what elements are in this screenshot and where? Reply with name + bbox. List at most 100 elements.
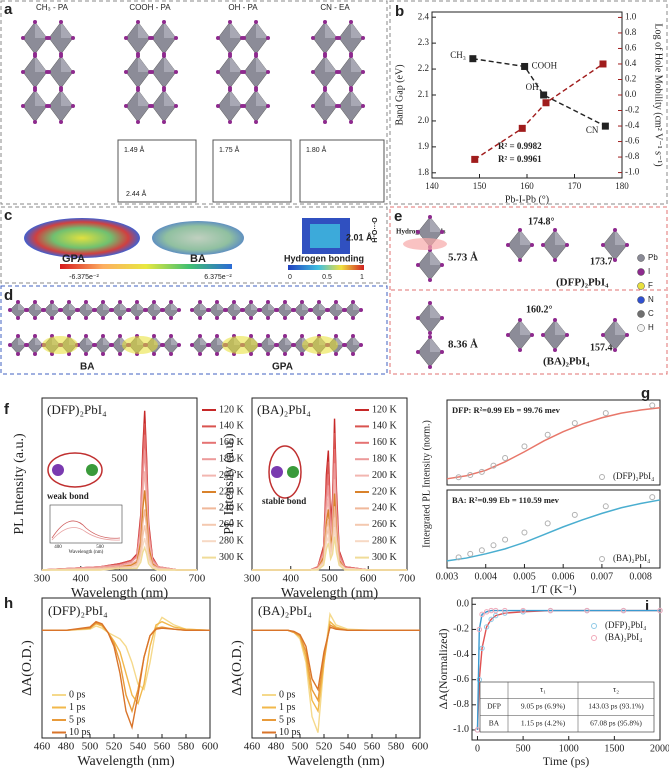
- octahedron-face: [325, 22, 337, 38]
- x-tick-label: 0.003: [436, 571, 459, 582]
- distance-label: 1.80 Å: [306, 145, 327, 154]
- x-tick-label: 0: [475, 743, 480, 754]
- y-tick-label: 0.0: [457, 599, 470, 610]
- iodine-atom: [215, 352, 219, 356]
- octahedron-face: [230, 90, 242, 106]
- point-label: CN: [586, 125, 599, 135]
- hb-map: [310, 224, 340, 248]
- iodine-atom: [601, 333, 605, 337]
- x-tick-label: 500: [292, 741, 309, 753]
- data-point: [467, 471, 474, 478]
- x-tick-label: 0.006: [552, 571, 575, 582]
- data-point: [521, 443, 528, 450]
- iodine-atom: [215, 316, 219, 320]
- iodine-atom: [266, 104, 270, 108]
- iodine-atom: [292, 308, 296, 312]
- distance-label: 8.36 Å: [448, 339, 478, 351]
- element-swatch: [637, 324, 645, 332]
- iodine-atom: [440, 230, 444, 234]
- legend-label: (BA)₂PbI₄: [605, 632, 642, 642]
- y-tick-label: 2.3: [418, 37, 430, 47]
- data-point: [502, 536, 509, 543]
- octahedron-face: [555, 320, 567, 335]
- element-label: I: [648, 267, 650, 276]
- data-point: [544, 520, 551, 527]
- legend-label: 220 K: [372, 486, 398, 497]
- iodine-atom: [136, 20, 140, 24]
- iodine-atom: [349, 54, 353, 58]
- iodine-atom: [266, 316, 270, 320]
- octahedron-face: [164, 56, 176, 72]
- octahedron-face: [285, 336, 293, 345]
- legend-label: 180 K: [219, 453, 245, 464]
- iodine-atom: [110, 308, 114, 312]
- x-tick-label: 560: [154, 741, 171, 753]
- esp-surface: [24, 218, 140, 258]
- x-axis-label: Wavelength (nm): [71, 586, 169, 601]
- iodine-atom: [334, 316, 338, 320]
- annotation: weak bond: [47, 491, 89, 501]
- legend-label: 300 K: [219, 552, 245, 563]
- iodine-atom: [33, 120, 37, 124]
- iodine-atom: [300, 316, 304, 320]
- iodine-atom: [101, 300, 105, 304]
- element-label: H: [648, 323, 654, 332]
- octahedron-face: [234, 302, 242, 310]
- octahedron-face: [18, 302, 26, 310]
- iodine-atom: [351, 300, 355, 304]
- octahedron-face: [137, 302, 145, 310]
- series-line: [252, 536, 407, 571]
- iodine-atom: [613, 228, 617, 232]
- octahedron-face: [351, 22, 363, 38]
- series-line: [252, 623, 420, 703]
- legend-label: 240 K: [372, 503, 398, 514]
- table-header: τ₂: [613, 685, 619, 694]
- iodine-atom: [169, 352, 173, 356]
- legend-label: 300 K: [372, 552, 398, 563]
- octahedron-face: [86, 336, 94, 345]
- iodine-atom: [59, 308, 63, 312]
- legend-label: 200 K: [372, 470, 398, 481]
- element-label: N: [648, 295, 654, 304]
- legend-label: (DFP)₂PbI₄: [613, 471, 654, 481]
- series-line: [252, 526, 407, 571]
- iodine-atom: [177, 343, 181, 347]
- data-point: [467, 550, 474, 557]
- octahedron-face: [61, 56, 73, 72]
- octahedron-face: [353, 302, 361, 310]
- y-tick-label: 1.8: [418, 167, 430, 177]
- legend-label: 220 K: [219, 486, 245, 497]
- iodine-atom: [266, 70, 270, 74]
- octahedron-face: [268, 336, 276, 345]
- octahedron-face: [200, 302, 208, 310]
- iodine-atom: [309, 308, 313, 312]
- element-swatch: [637, 282, 645, 290]
- angle-label: 157.4°: [590, 342, 617, 353]
- iodine-atom: [174, 104, 178, 108]
- legend-label: 0 ps: [69, 689, 86, 700]
- data-point: [502, 607, 508, 614]
- legend-label: 280 K: [219, 535, 245, 546]
- y-tick-label: -0.6: [453, 674, 469, 685]
- octahedron-face: [351, 90, 363, 106]
- y2-tick-label: -0.6: [625, 136, 640, 146]
- iodine-atom: [216, 70, 220, 74]
- x-tick-label: 540: [340, 741, 357, 753]
- iodine-atom: [118, 334, 122, 338]
- panel-b-frame: [389, 0, 668, 205]
- data-point: [478, 468, 485, 475]
- iodine-atom: [174, 36, 178, 40]
- octahedron-face: [430, 217, 442, 232]
- annotation: BA: R²=0.99 Eb = 110.59 mev: [452, 495, 560, 505]
- x-axis-label: Wavelength (nm): [77, 754, 175, 769]
- iodine-atom: [124, 70, 128, 74]
- annotation: DFP: R²=0.99 Eb = 99.76 mev: [452, 405, 561, 415]
- iodine-atom: [359, 343, 363, 347]
- data-point: [493, 607, 499, 614]
- octahedron-face: [230, 22, 242, 38]
- data-point: [520, 607, 526, 614]
- iodine-atom: [198, 352, 202, 356]
- angle-label: 174.8°: [528, 216, 555, 227]
- table-cell: 1.15 ps (4.2%): [521, 718, 566, 727]
- x-tick-label: 460: [244, 741, 261, 753]
